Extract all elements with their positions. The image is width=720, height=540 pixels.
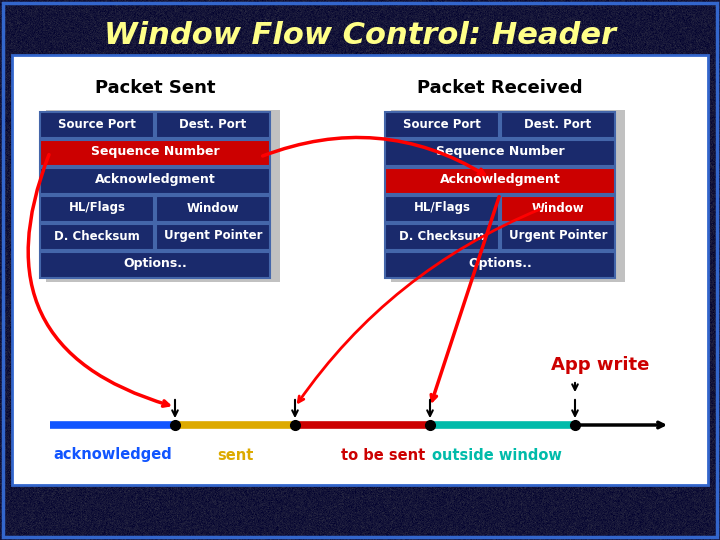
Text: Dest. Port: Dest. Port [179, 118, 247, 131]
Bar [391, 110, 625, 282]
Text: Options..: Options.. [468, 258, 532, 271]
Text: HL/Flags: HL/Flags [413, 201, 470, 214]
Text: acknowledged: acknowledged [53, 448, 172, 462]
Text: Window: Window [531, 201, 585, 214]
Text: Window Flow Control: Header: Window Flow Control: Header [104, 21, 616, 50]
Bar [40, 196, 154, 222]
Bar [46, 110, 280, 282]
Bar [385, 196, 499, 222]
Text: D. Checksum: D. Checksum [399, 230, 485, 242]
Text: Packet Received: Packet Received [417, 79, 582, 97]
Bar [40, 224, 154, 250]
Text: to be sent: to be sent [341, 448, 425, 462]
Bar [385, 168, 615, 194]
Text: App write: App write [551, 356, 649, 374]
Text: Dest. Port: Dest. Port [524, 118, 592, 131]
Text: Packet Sent: Packet Sent [95, 79, 215, 97]
Text: Source Port: Source Port [403, 118, 481, 131]
Bar [156, 112, 270, 138]
Bar [12, 55, 708, 485]
Text: Acknowledgment: Acknowledgment [440, 173, 560, 186]
Text: Options..: Options.. [123, 258, 187, 271]
Bar [385, 140, 615, 166]
Bar [40, 168, 270, 194]
Text: HL/Flags: HL/Flags [68, 201, 125, 214]
Bar [156, 196, 270, 222]
Bar [40, 140, 270, 166]
Text: Sequence Number: Sequence Number [91, 145, 220, 159]
Text: outside window: outside window [432, 448, 562, 462]
Bar [385, 252, 615, 278]
Text: Sequence Number: Sequence Number [436, 145, 564, 159]
Text: Urgent Pointer: Urgent Pointer [163, 230, 262, 242]
Bar [385, 112, 499, 138]
Bar [156, 224, 270, 250]
Bar [501, 112, 615, 138]
Text: Source Port: Source Port [58, 118, 136, 131]
Bar [385, 224, 499, 250]
Text: Window: Window [186, 201, 239, 214]
Bar [40, 112, 154, 138]
Text: D. Checksum: D. Checksum [54, 230, 140, 242]
Text: Acknowledgment: Acknowledgment [94, 173, 215, 186]
Text: Urgent Pointer: Urgent Pointer [509, 230, 607, 242]
Bar [501, 224, 615, 250]
Bar [40, 252, 270, 278]
Text: sent: sent [217, 448, 253, 462]
Bar [501, 196, 615, 222]
